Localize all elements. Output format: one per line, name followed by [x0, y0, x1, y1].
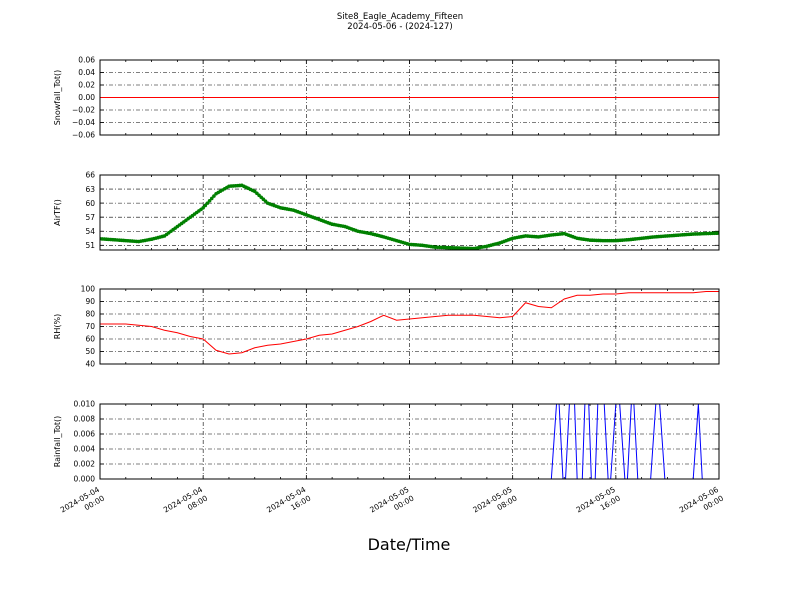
panel-3: 40 50 60 70 80 90 100 RH(%) [53, 285, 720, 369]
x-tick-label: 2024-05-0416:00 [265, 485, 312, 523]
y-tick-label: −0.04 [72, 118, 95, 127]
y-tick-label: 100 [81, 285, 96, 294]
y-tick-label: 60 [85, 199, 95, 208]
axes-frame [99, 403, 720, 480]
y-tick-label: 70 [85, 322, 95, 331]
y-tick-label: 51 [85, 241, 95, 250]
panel-2: 51 54 57 60 63 66 AirTF() [53, 171, 720, 251]
y-tick-label: 54 [85, 227, 95, 236]
data-point [209, 196, 214, 201]
y-tick-label: 57 [85, 213, 95, 222]
axes-frame [99, 59, 720, 136]
series-markers [100, 183, 719, 250]
data-point [212, 194, 216, 198]
data-point [203, 203, 208, 208]
x-tick-label: 2024-05-0508:00 [471, 485, 518, 523]
axes-frame [99, 288, 720, 365]
y-tick-label: 60 [85, 335, 95, 344]
y-axis-label: AirTF() [53, 199, 62, 226]
x-tick-label: 2024-05-0408:00 [162, 485, 209, 523]
x-tick-label: 2024-05-0516:00 [575, 485, 622, 523]
y-tick-label: −0.06 [72, 131, 95, 140]
y-tick-label: 90 [85, 297, 95, 306]
y-tick-label: 0.006 [74, 430, 96, 439]
y-tick-label: 0.06 [78, 56, 95, 65]
y-tick-label: 0.00 [78, 93, 95, 102]
data-point [207, 198, 212, 203]
data-point [205, 201, 210, 205]
y-tick-label: 50 [85, 347, 95, 356]
series-line [100, 291, 719, 355]
x-tick-labels: 2024-05-0400:00 2024-05-0408:00 2024-05-04… [59, 485, 725, 523]
panel-4: 0.000 0.002 0.004 0.006 0.008 0.010 Rainfall_T… [53, 400, 720, 484]
chart-title-line2: 2024-05-06 - (2024-127) [347, 22, 452, 32]
y-tick-label: 0.008 [74, 415, 96, 424]
y-axis-label: Rainfall_Tot() [53, 416, 62, 468]
y-tick-label: 66 [85, 171, 95, 180]
data-point [201, 206, 205, 210]
y-tick-label: 0.02 [78, 81, 95, 90]
axes-frame [99, 174, 720, 251]
y-tick-label: 0.010 [74, 400, 96, 409]
y-axis-label: RH(%) [53, 314, 62, 339]
series-line [100, 404, 719, 479]
chart-title-line1: Site8_Eagle_Academy_Fifteen [337, 12, 463, 22]
y-axis-label: Snowfall_Tot() [53, 70, 62, 126]
y-tick-label: 80 [85, 310, 95, 319]
y-tick-label: −0.02 [72, 106, 95, 115]
y-tick-label: 0.002 [74, 460, 96, 469]
y-tick-label: 0.000 [74, 475, 96, 484]
panels: −0.06 −0.04 −0.02 0.00 0.02 0.04 0.06 Snowfall_… [53, 56, 720, 484]
x-tick-label: 2024-05-0500:00 [368, 485, 415, 523]
y-tick-label: 40 [85, 360, 95, 369]
x-tick-label: 2024-05-0600:00 [678, 485, 725, 523]
y-tick-label: 0.004 [74, 445, 96, 454]
panel-1: −0.06 −0.04 −0.02 0.00 0.02 0.04 0.06 Snowfall_… [53, 56, 720, 140]
x-tick-label: 2024-05-0400:00 [59, 485, 106, 523]
x-axis-label: Date/Time [368, 535, 451, 554]
y-tick-label: 63 [85, 185, 95, 194]
y-tick-label: 0.04 [78, 68, 95, 77]
